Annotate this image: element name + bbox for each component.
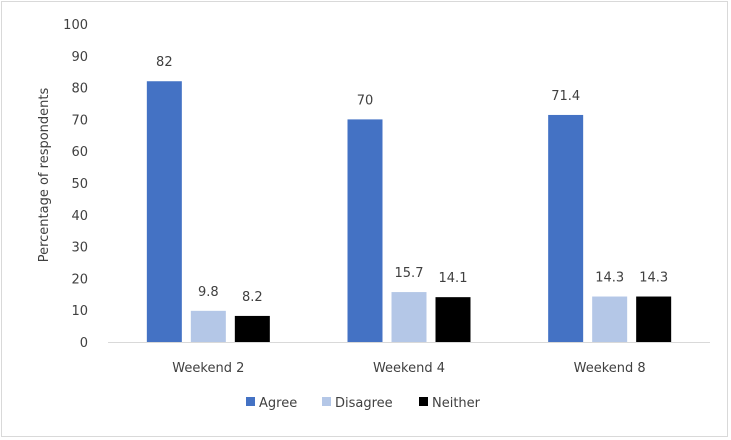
data-labels: 82 9.8 8.2 70 15.7 14.1 71.4 14.3 14.3 xyxy=(156,55,668,305)
y-tick-label: 30 xyxy=(71,241,88,256)
bar-neither-3 xyxy=(636,296,672,342)
y-tick-label: 20 xyxy=(71,272,88,287)
x-tick-label: Weekend 4 xyxy=(373,361,445,376)
data-label-neither-3: 14.3 xyxy=(639,271,668,286)
y-tick-label: 10 xyxy=(71,304,88,319)
y-axis-title: Percentage of respondents xyxy=(37,87,52,262)
data-label-agree-1: 82 xyxy=(156,55,173,70)
legend-label-disagree: Disagree xyxy=(335,396,393,411)
bar-agree-1 xyxy=(146,81,182,343)
legend-swatch-agree xyxy=(246,397,255,406)
legend: Agree Disagree Neither xyxy=(246,396,481,411)
y-tick-label: 80 xyxy=(71,82,88,97)
x-axis: Weekend 2 Weekend 4 Weekend 8 xyxy=(108,342,710,376)
x-tick-label: Weekend 2 xyxy=(172,361,244,376)
bar-disagree-2 xyxy=(391,292,427,342)
data-label-disagree-3: 14.3 xyxy=(595,271,624,286)
bar-disagree-3 xyxy=(592,296,628,342)
y-tick-label: 70 xyxy=(71,113,88,128)
y-tick-label: 100 xyxy=(63,18,88,33)
bars xyxy=(146,81,672,343)
legend-swatch-disagree xyxy=(322,397,331,406)
data-label-disagree-2: 15.7 xyxy=(395,266,424,281)
y-tick-label: 0 xyxy=(80,336,88,351)
y-tick-label: 40 xyxy=(71,209,88,224)
bar-neither-1 xyxy=(234,315,270,342)
legend-label-neither: Neither xyxy=(432,396,481,411)
y-tick-label: 90 xyxy=(71,50,88,65)
x-tick-label: Weekend 8 xyxy=(574,361,646,376)
data-label-disagree-1: 9.8 xyxy=(198,285,219,300)
bar-agree-2 xyxy=(347,119,383,343)
data-label-agree-3: 71.4 xyxy=(551,89,580,104)
data-label-neither-2: 14.1 xyxy=(439,271,468,286)
bar-disagree-1 xyxy=(190,310,226,342)
legend-swatch-neither xyxy=(419,397,428,406)
y-axis-ticks: 0 10 20 30 40 50 60 70 80 90 100 xyxy=(63,18,88,351)
legend-label-agree: Agree xyxy=(259,396,297,411)
data-label-agree-2: 70 xyxy=(357,93,374,108)
bar-neither-2 xyxy=(435,297,471,342)
y-tick-label: 60 xyxy=(71,145,88,160)
data-label-neither-1: 8.2 xyxy=(242,290,263,305)
bar-agree-3 xyxy=(548,114,584,342)
y-tick-label: 50 xyxy=(71,177,88,192)
